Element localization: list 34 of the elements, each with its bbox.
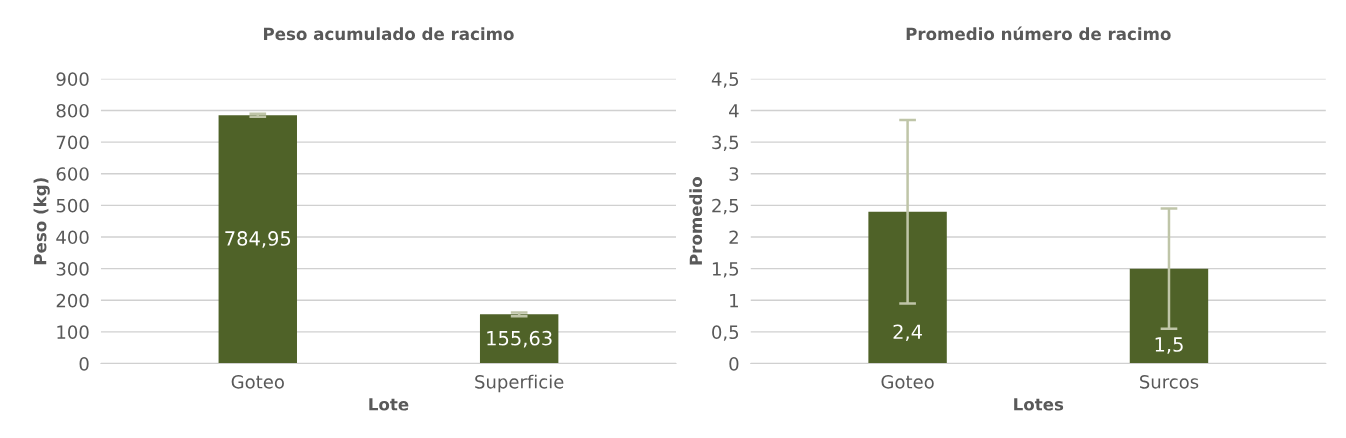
y-tick-label: 1 [730, 293, 738, 308]
x-axis-title: Lote [369, 398, 409, 411]
y-tick-label: 900 [56, 72, 89, 86]
x-tick-label: Superficie [475, 374, 564, 393]
y-tick-label: 2 [729, 230, 738, 244]
y-tick-label: 0,5 [712, 325, 739, 341]
y-tick-label: 4 [729, 104, 739, 118]
x-tick-label: Goteo [231, 374, 284, 389]
x-tick-label: Goteo [881, 374, 934, 389]
y-tick-label: 700 [56, 135, 89, 150]
y-tick-label: 3,5 [712, 135, 739, 152]
y-axis-title: Promedio [689, 177, 703, 265]
data-label: 784,95 [225, 231, 291, 248]
y-tick-label: 4,5 [711, 72, 739, 88]
y-tick-label: 200 [56, 293, 89, 308]
y-tick-label: 500 [56, 198, 89, 213]
data-label: 1,5 [1155, 337, 1183, 354]
data-label: 2,4 [893, 324, 922, 342]
chart-title: Promedio número de racimo [906, 26, 1171, 41]
x-axis-title: Lotes [1014, 398, 1064, 411]
y-tick-label: 800 [56, 103, 89, 118]
y-tick-label: 2,5 [712, 198, 739, 215]
y-tick-label: 1,5 [712, 262, 739, 278]
y-tick-label: 0 [729, 357, 739, 371]
y-axis-title: Peso (kg) [33, 178, 50, 265]
y-tick-label: 3 [729, 167, 739, 181]
y-tick-label: 0 [79, 357, 89, 371]
y-tick-label: 400 [56, 230, 89, 245]
data-label: 155,63 [487, 330, 552, 348]
y-tick-label: 100 [57, 325, 89, 340]
x-tick-label: Surcos [1140, 374, 1199, 389]
y-tick-label: 300 [56, 262, 89, 276]
chart-title: Peso acumulado de racimo [264, 27, 514, 41]
y-tick-label: 600 [56, 167, 89, 181]
